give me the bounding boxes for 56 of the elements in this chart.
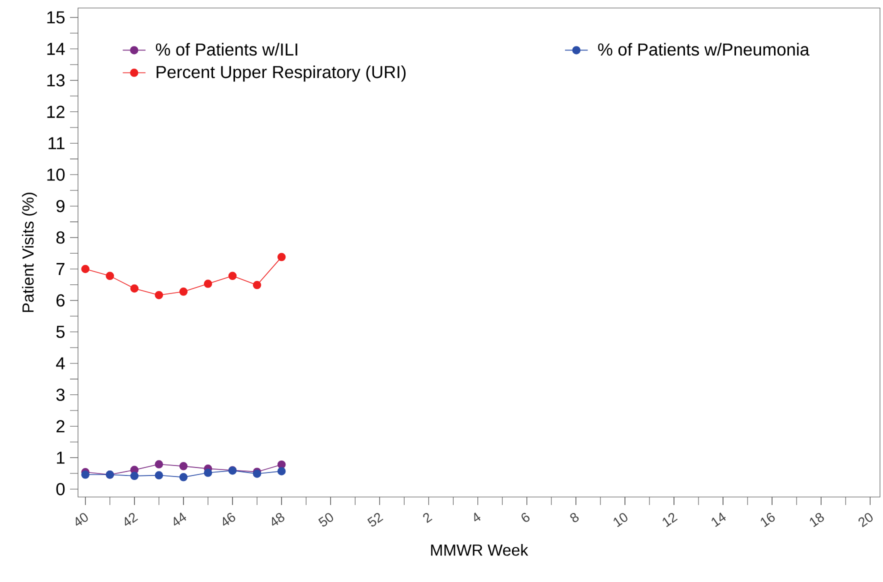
y-tick-label: 11 xyxy=(48,137,64,150)
y-tick-label: 3 xyxy=(56,388,65,401)
point xyxy=(277,467,286,476)
x-tick-label: 10 xyxy=(614,513,628,528)
y-tick-label: 1 xyxy=(56,452,64,464)
y-tick-label: 8 xyxy=(56,231,65,244)
y-tick-label: 6 xyxy=(56,294,65,307)
point xyxy=(277,460,286,469)
x-tick-label: 20 xyxy=(858,513,873,528)
y-tick-label: 5 xyxy=(56,326,65,338)
x-tick-label: 48 xyxy=(272,512,284,526)
point xyxy=(106,272,114,280)
point xyxy=(204,468,212,477)
x-tick-label: 18 xyxy=(810,512,824,528)
point xyxy=(130,284,139,293)
x-tick-label: 52 xyxy=(367,512,384,526)
point xyxy=(179,462,188,470)
x-tick-label: 40 xyxy=(76,513,88,526)
y-tick-label: 12 xyxy=(47,106,64,118)
x-tick-label: 2 xyxy=(423,512,432,524)
legend-label: % of Patients w/Pneumonia xyxy=(598,42,810,56)
y-tick-label: 14 xyxy=(47,42,65,55)
point xyxy=(179,473,188,482)
x-tick-label: 50 xyxy=(318,513,334,526)
point xyxy=(228,272,237,280)
x-tick-label: 6 xyxy=(522,512,530,522)
x-tick-label: 12 xyxy=(662,512,678,528)
legend-label: Percent Upper Respiratory (URI) xyxy=(156,65,406,82)
y-tick-label: 15 xyxy=(47,11,65,24)
point xyxy=(81,470,90,479)
x-tick-label: 4 xyxy=(474,512,480,522)
x-tick-label: 46 xyxy=(222,512,236,526)
y-tick-label: 9 xyxy=(56,200,64,212)
point xyxy=(277,252,286,262)
x-axis-title: MMWR Week xyxy=(431,544,528,556)
y-tick-label: 2 xyxy=(56,420,64,432)
point xyxy=(252,280,262,290)
x-tick-label: 42 xyxy=(124,512,138,526)
x-tick-label: 14 xyxy=(712,512,726,527)
point xyxy=(154,460,164,468)
y-tick-label: 4 xyxy=(56,357,65,370)
x-tick-label: 16 xyxy=(760,512,775,528)
point xyxy=(179,288,188,296)
y-tick-label: 7 xyxy=(56,263,64,275)
point xyxy=(154,471,164,480)
point xyxy=(130,472,139,480)
x-tick-label: 8 xyxy=(570,512,579,522)
point xyxy=(204,280,212,288)
point xyxy=(81,264,90,274)
legend-label: % of Patients w/ILI xyxy=(156,42,298,56)
point xyxy=(154,290,164,300)
y-tick-label: 13 xyxy=(47,74,65,86)
y-tick-label: 0 xyxy=(56,482,65,496)
y-tick-label: 10 xyxy=(47,168,65,181)
x-tick-label: 44 xyxy=(174,512,186,526)
y-axis-title: Patient Visits (%) xyxy=(22,192,37,312)
